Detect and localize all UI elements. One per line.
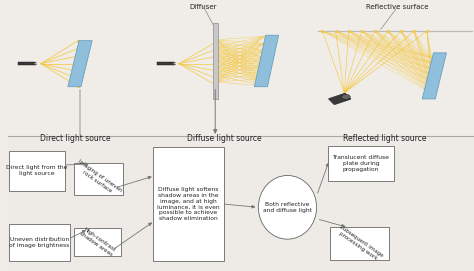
Text: Uneven distribution
of image brightness: Uneven distribution of image brightness: [9, 237, 69, 248]
Polygon shape: [255, 35, 279, 87]
FancyBboxPatch shape: [330, 227, 389, 260]
Bar: [8, 136, 474, 271]
Ellipse shape: [342, 94, 350, 99]
FancyBboxPatch shape: [328, 146, 394, 181]
Polygon shape: [68, 41, 92, 87]
Text: Diffuser: Diffuser: [190, 4, 217, 10]
Text: Diffuse light softens
shadow areas in the
image, and at high
luminance, it is ev: Diffuse light softens shadow areas in th…: [157, 187, 220, 221]
Text: Direct light from the
light source: Direct light from the light source: [6, 165, 68, 176]
FancyBboxPatch shape: [74, 228, 121, 256]
Text: Reflective surface: Reflective surface: [366, 4, 428, 10]
Text: Both reflective
and diffuse light: Both reflective and diffuse light: [263, 202, 312, 213]
Bar: [18, 62, 35, 65]
FancyBboxPatch shape: [74, 163, 123, 195]
Text: Translucent diffuse
plate during
propagation: Translucent diffuse plate during propaga…: [332, 155, 389, 172]
Ellipse shape: [172, 62, 176, 65]
Text: High-contrast
shadow areas: High-contrast shadow areas: [78, 226, 117, 257]
Bar: [8, 0, 474, 136]
Text: Reflected light source: Reflected light source: [344, 134, 427, 143]
FancyBboxPatch shape: [153, 147, 224, 261]
FancyBboxPatch shape: [9, 151, 65, 191]
Ellipse shape: [33, 62, 37, 65]
Bar: [157, 62, 173, 65]
Ellipse shape: [35, 63, 37, 64]
Text: Direct light source: Direct light source: [40, 134, 111, 143]
Ellipse shape: [258, 176, 317, 239]
Ellipse shape: [174, 63, 176, 64]
Text: Subsequent image
processing work: Subsequent image processing work: [335, 224, 384, 263]
Text: Imaging of uneven
rock surface: Imaging of uneven rock surface: [74, 159, 123, 198]
Polygon shape: [422, 53, 447, 99]
Polygon shape: [213, 23, 218, 99]
FancyBboxPatch shape: [9, 224, 70, 261]
FancyBboxPatch shape: [328, 93, 351, 105]
Text: Diffuse light source: Diffuse light source: [187, 134, 262, 143]
